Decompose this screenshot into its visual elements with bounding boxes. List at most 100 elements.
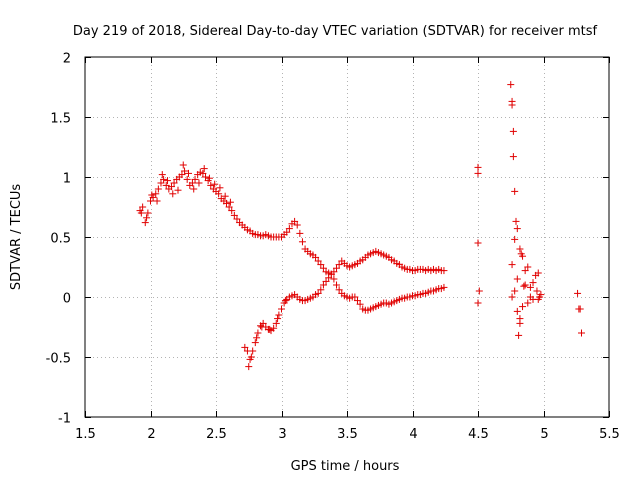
data-point	[512, 217, 520, 225]
data-point	[520, 282, 528, 290]
data-point	[162, 181, 170, 189]
data-point	[440, 283, 448, 291]
data-point	[207, 181, 215, 189]
data-point	[169, 190, 177, 198]
x-tick-label: 2.5	[206, 427, 227, 442]
data-point	[154, 185, 162, 193]
data-point	[179, 161, 187, 169]
data-point	[143, 214, 151, 222]
data-point	[576, 305, 584, 313]
data-point	[330, 275, 338, 283]
data-point	[322, 277, 330, 285]
data-point	[215, 190, 223, 198]
data-point	[233, 215, 241, 223]
data-point	[516, 319, 524, 327]
data-point	[245, 363, 253, 371]
data-point	[178, 171, 186, 179]
data-point	[474, 299, 482, 307]
data-point	[137, 209, 145, 217]
data-point	[335, 286, 343, 294]
data-point	[275, 311, 283, 319]
y-tick-label: 0.5	[50, 232, 71, 247]
data-point	[228, 207, 236, 215]
data-point	[513, 307, 521, 315]
y-tick-labels: -1 -0.5 0 0.5 1 1.5 2	[46, 52, 71, 427]
data-point	[200, 165, 208, 173]
data-point	[508, 261, 516, 269]
data-point	[312, 253, 320, 261]
x-tick-label: 3	[278, 427, 286, 442]
x-tick-label: 1.5	[75, 427, 96, 442]
data-point	[153, 197, 161, 205]
data-point	[333, 264, 341, 272]
data-point	[526, 283, 534, 291]
chart-title: Day 219 of 2018, Sidereal Day-to-day VTE…	[73, 24, 598, 39]
data-point	[353, 297, 361, 305]
data-point	[184, 169, 192, 177]
data-point	[515, 331, 523, 339]
data-point	[141, 219, 149, 227]
axis-ticks	[85, 57, 610, 418]
data-point	[160, 175, 168, 183]
x-axis-label: GPS time / hours	[291, 459, 400, 474]
data-point	[274, 315, 282, 323]
data-point	[205, 174, 213, 182]
data-point	[181, 167, 189, 175]
data-point	[221, 192, 229, 200]
data-point	[475, 287, 483, 295]
data-point	[158, 171, 166, 179]
x-tick-label: 4.5	[468, 427, 489, 442]
data-point	[317, 261, 325, 269]
y-tick-label: -1	[58, 412, 71, 427]
x-tick-label: 5	[540, 427, 548, 442]
data-point	[226, 198, 234, 206]
data-point	[327, 270, 335, 278]
data-point	[325, 274, 333, 282]
data-point	[509, 153, 517, 161]
y-tick-label: 0	[63, 292, 71, 307]
x-tick-labels: 1.5 2 2.5 3 3.5 4 4.5 5 5.5	[75, 427, 620, 442]
data-point	[230, 211, 238, 219]
data-point	[272, 319, 280, 327]
data-point	[511, 235, 519, 243]
data-point	[508, 101, 516, 109]
y-tick-label: 1.5	[50, 112, 71, 127]
data-point	[253, 334, 261, 342]
data-point	[508, 293, 516, 301]
data-point	[534, 269, 542, 277]
data-point	[335, 261, 343, 269]
data-point	[574, 289, 582, 297]
data-point	[293, 221, 301, 229]
data-point	[157, 179, 165, 187]
data-point	[536, 293, 544, 301]
data-point	[519, 303, 527, 311]
data-point	[216, 184, 224, 192]
data-point	[513, 225, 521, 233]
data-point	[577, 329, 585, 337]
data-point	[211, 180, 219, 188]
data-point	[191, 175, 199, 183]
data-point	[440, 267, 448, 275]
data-point	[521, 281, 529, 289]
data-point	[526, 293, 534, 301]
data-point	[174, 186, 182, 194]
data-point	[259, 319, 267, 327]
data-point	[524, 299, 532, 307]
data-point	[164, 177, 172, 185]
y-tick-label: 1	[63, 172, 71, 187]
y-tick-label: 2	[63, 52, 71, 67]
data-point	[516, 245, 524, 253]
x-tick-label: 5.5	[599, 427, 620, 442]
data-point	[251, 339, 259, 347]
y-tick-label: -0.5	[46, 352, 71, 367]
data-point	[283, 228, 291, 236]
data-point	[298, 238, 306, 246]
data-point	[199, 169, 207, 177]
data-point	[266, 325, 274, 333]
data-point	[474, 169, 482, 177]
data-point	[249, 347, 257, 355]
data-point	[519, 252, 527, 260]
data-point	[509, 127, 517, 135]
data-point	[317, 286, 325, 294]
